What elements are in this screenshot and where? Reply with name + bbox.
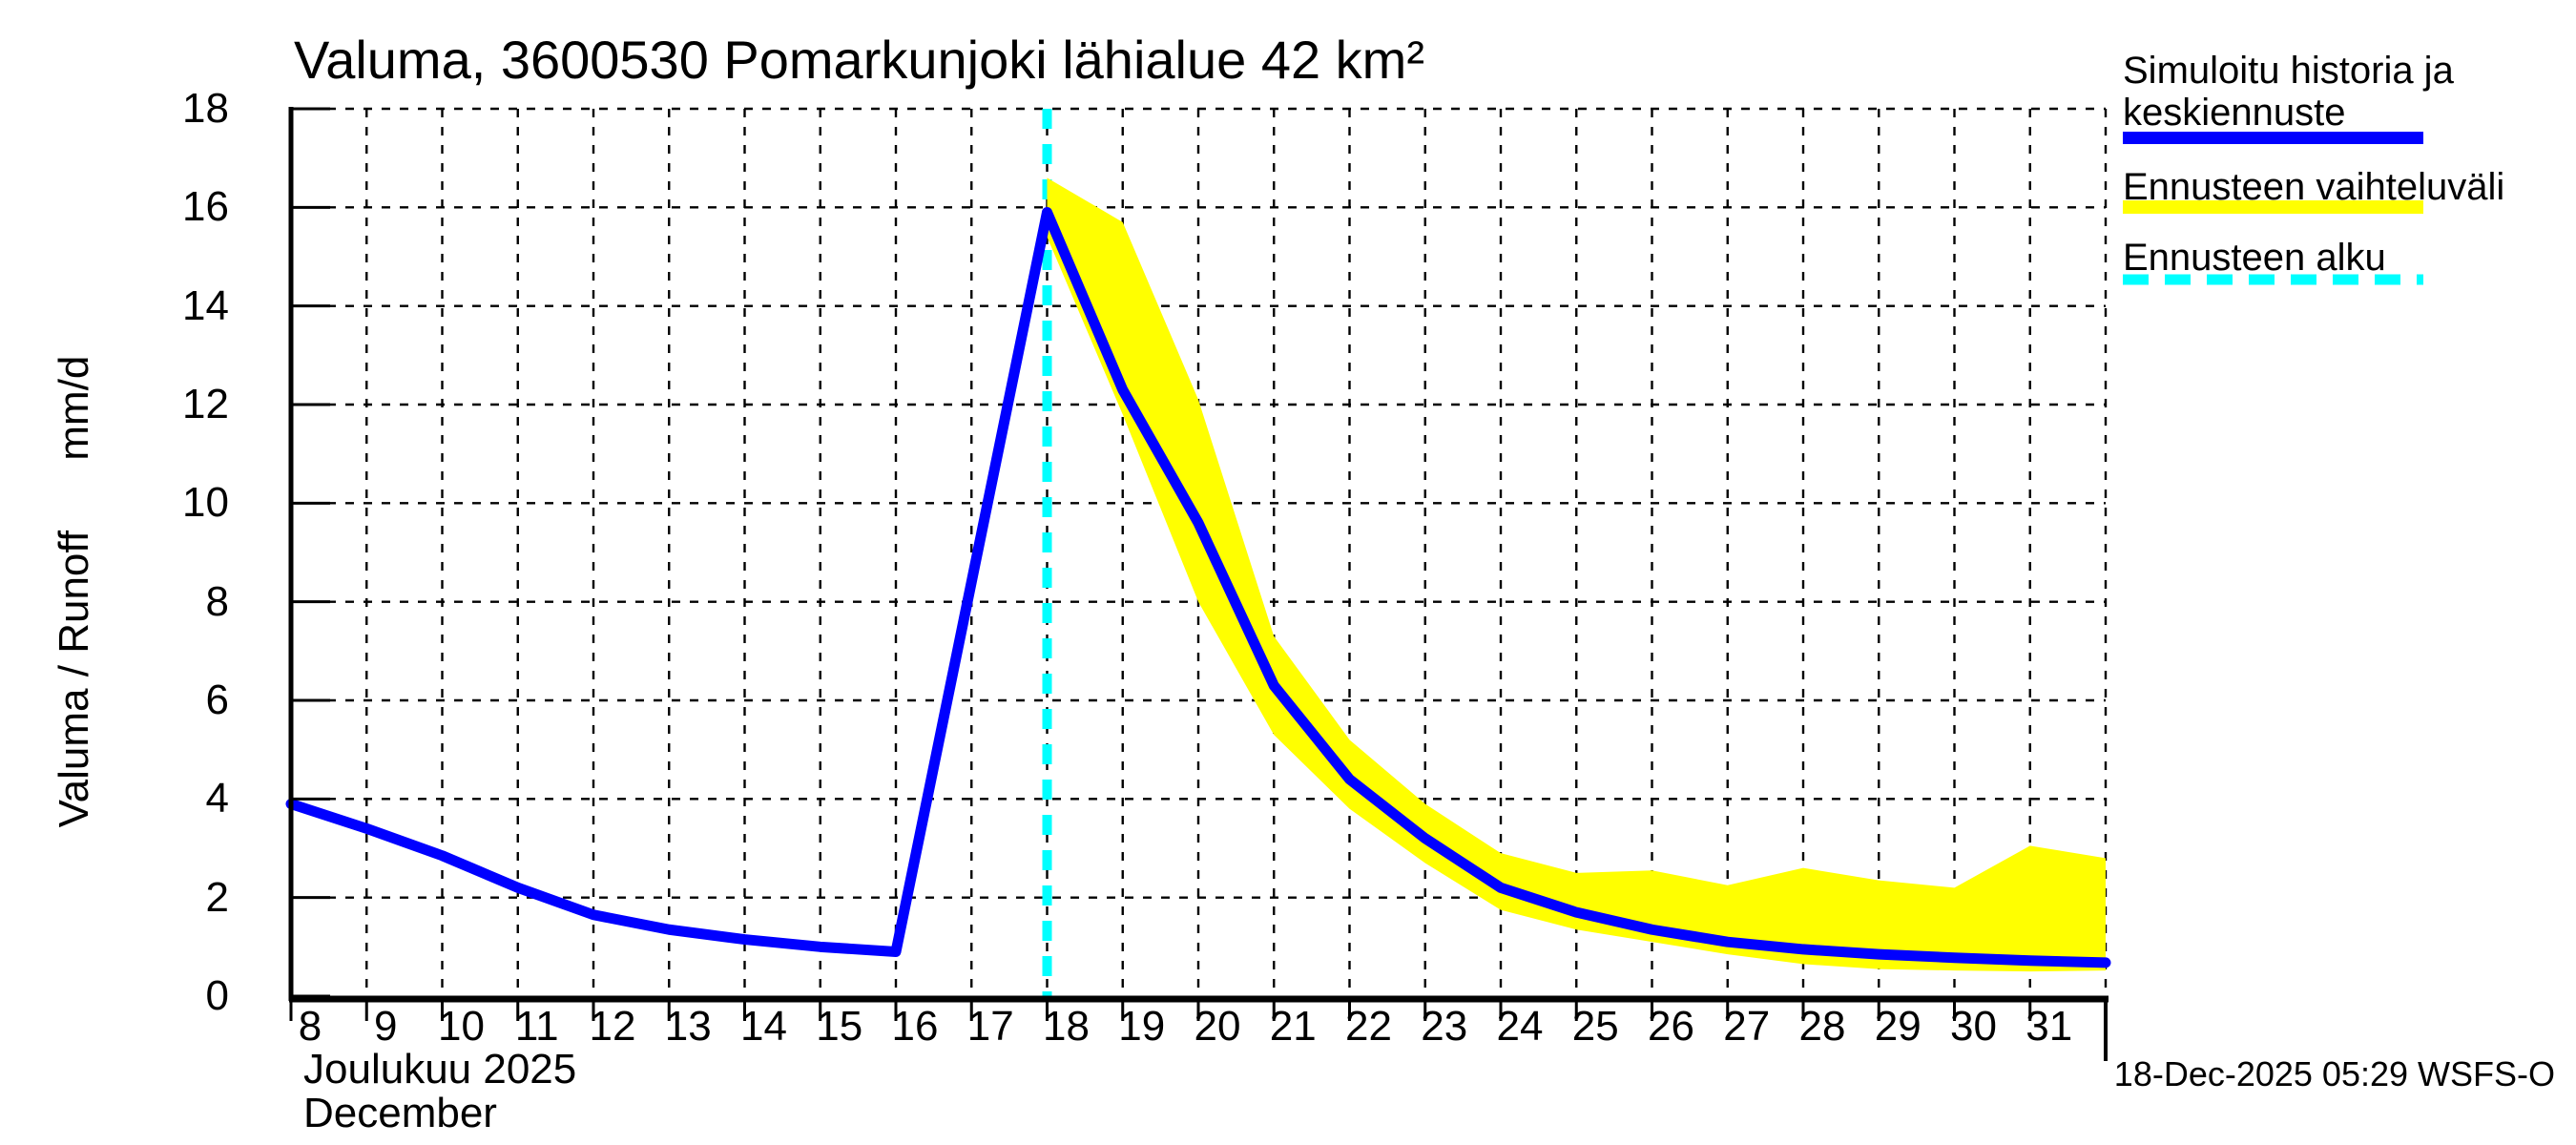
legend-label-history-line2: keskiennuste [2123, 92, 2346, 134]
x-tick-label: 20 [1194, 1003, 1241, 1050]
x-tick-label: 25 [1571, 1003, 1619, 1050]
x-tick-label: 22 [1345, 1003, 1392, 1050]
y-tick-label: 14 [182, 281, 229, 329]
x-tick-label: 23 [1421, 1003, 1468, 1050]
legend-label-history-line1: Simuloitu historia ja [2123, 50, 2454, 92]
x-tick-label: 12 [589, 1003, 636, 1050]
chart-title: Valuma, 3600530 Pomarkunjoki lähialue 42… [294, 30, 1424, 90]
y-tick-label: 12 [182, 381, 229, 427]
x-tick-label: 11 [514, 1003, 559, 1050]
y-tick-label: 8 [205, 577, 229, 625]
y-tick-label: 2 [205, 873, 229, 921]
x-tick-label: 16 [891, 1003, 939, 1050]
legend-swatch-band [2123, 200, 2423, 214]
timestamp: 18-Dec-2025 05:29 WSFS-O [2113, 1054, 2555, 1093]
x-tick-label: 26 [1648, 1003, 1694, 1050]
x-tick-label: 24 [1496, 1003, 1544, 1050]
x-tick-label: 30 [1950, 1003, 1997, 1050]
x-tick-label: 9 [374, 1003, 398, 1050]
x-tick-label: 15 [816, 1003, 863, 1050]
median-line [285, 207, 2111, 968]
x-tick-label: 10 [438, 1003, 485, 1050]
y-tick-label: 0 [205, 972, 229, 1019]
y-tick-label: 16 [182, 183, 229, 231]
x-tick-label: 18 [1043, 1003, 1090, 1050]
x-axis-label-month: Joulukuu 2025 [303, 1046, 577, 1093]
x-tick-label: 29 [1874, 1003, 1922, 1050]
y-tick-label: 6 [205, 677, 229, 723]
x-tick-label: 27 [1723, 1003, 1771, 1050]
x-axis-label-month-en: December [303, 1090, 497, 1136]
legend-label-forecast-start: Ennusteen alku [2123, 237, 2386, 279]
legend-swatch-history [2123, 132, 2423, 144]
y-tick-label: 10 [182, 479, 229, 527]
legend-label-band: Ennusteen vaihteluväli [2123, 166, 2505, 208]
x-tick-label: 17 [966, 1003, 1014, 1050]
x-tick-label: 14 [740, 1003, 787, 1050]
x-tick-label: 31 [2025, 1003, 2073, 1050]
y-tick-label: 18 [182, 85, 229, 132]
x-tick-label: 21 [1269, 1003, 1317, 1050]
x-tick-label: 19 [1118, 1003, 1166, 1050]
forecast-band [1047, 177, 2106, 972]
y-tick-label: 4 [205, 775, 229, 822]
x-tick-label: 13 [664, 1003, 712, 1050]
x-tick-label: 28 [1798, 1003, 1846, 1050]
x-tick-label: 8 [298, 1003, 322, 1050]
